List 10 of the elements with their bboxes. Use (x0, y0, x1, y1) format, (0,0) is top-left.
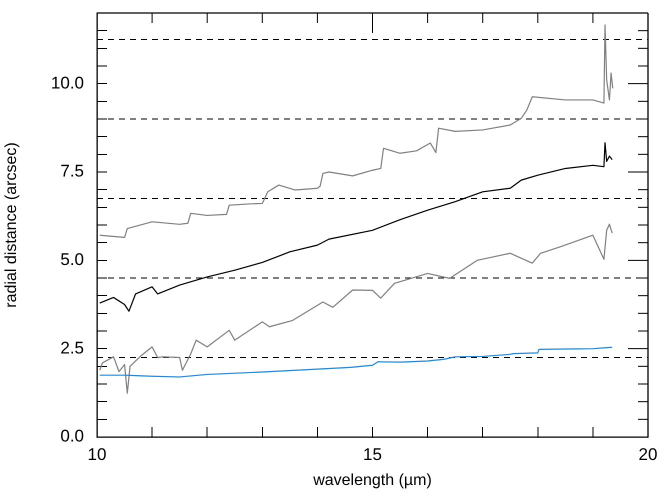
y-tick-label: 0.0 (60, 426, 84, 446)
x-axis-title: wavelength (µm) (312, 472, 432, 489)
x-tick-label: 15 (363, 444, 382, 464)
y-tick-label: 7.5 (60, 162, 84, 181)
y-tick-label: 5.0 (60, 250, 84, 270)
y-tick-label: 10.0 (50, 73, 84, 92)
x-tick-label: 10 (88, 444, 106, 464)
y-axis-title: radial distance (arcsec) (3, 142, 20, 308)
y-tick-label: 2.5 (60, 338, 84, 358)
x-tick-label: 20 (638, 444, 658, 464)
